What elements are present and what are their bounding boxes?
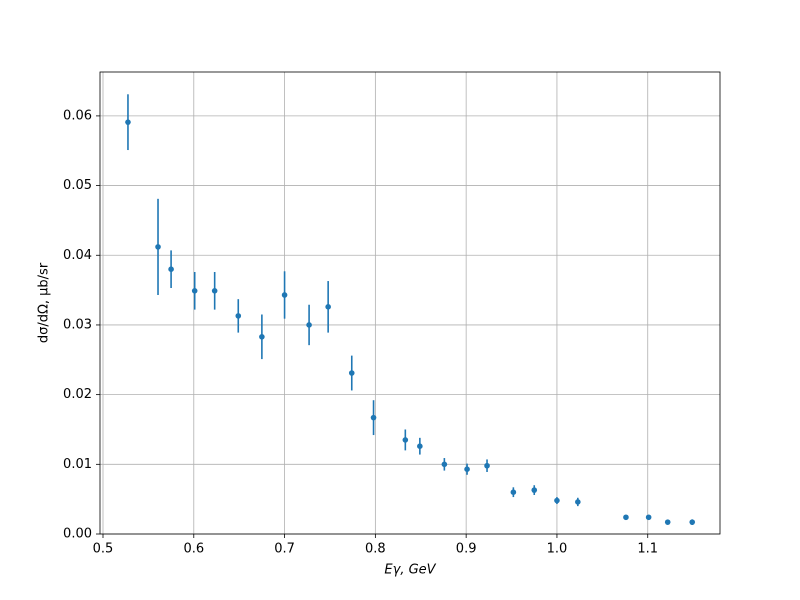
x-tick-label: 1.1 [637,542,658,557]
data-point [281,292,288,298]
data-point [464,466,470,472]
x-tick-label: 0.9 [456,542,477,557]
data-point [664,519,671,525]
data-point [235,313,242,319]
data-point [325,304,331,310]
data-point [645,514,652,521]
data-point [689,519,696,525]
data-point [554,497,560,504]
data-point [417,443,423,449]
x-axis-label: Eγ, GeV [384,563,436,578]
y-tick-label: 0.01 [63,457,92,472]
y-tick-label: 0.06 [63,108,92,123]
y-tick-label: 0.02 [63,387,92,402]
x-tick-label: 0.6 [183,542,204,557]
data-point [623,514,629,521]
x-tick-label: 0.7 [274,542,295,557]
x-tick-label: 0.8 [365,542,386,557]
data-point [575,499,581,505]
data-point [125,119,131,125]
data-point [348,370,355,376]
data-point [370,414,377,421]
data-point [191,288,198,294]
data-point [211,288,218,294]
y-tick-label: 0.03 [63,317,92,332]
axes-frame [99,71,721,535]
data-point [531,487,538,493]
x-tick-label: 1.0 [547,542,568,557]
data-point [402,437,409,443]
plot-area [100,72,720,534]
data-point [484,462,490,469]
data-point [510,489,517,495]
y-tick-label: 0.00 [63,527,92,542]
data-point [168,266,174,273]
y-tick-label: 0.04 [63,248,92,263]
data-point [155,244,161,250]
data-point [441,461,448,468]
data-point [306,322,312,328]
y-axis-label: dσ/dΩ, μb/sr [37,262,52,343]
x-tick-label: 0.5 [93,542,114,557]
y-tick-label: 0.05 [63,178,92,193]
data-point [259,333,265,340]
